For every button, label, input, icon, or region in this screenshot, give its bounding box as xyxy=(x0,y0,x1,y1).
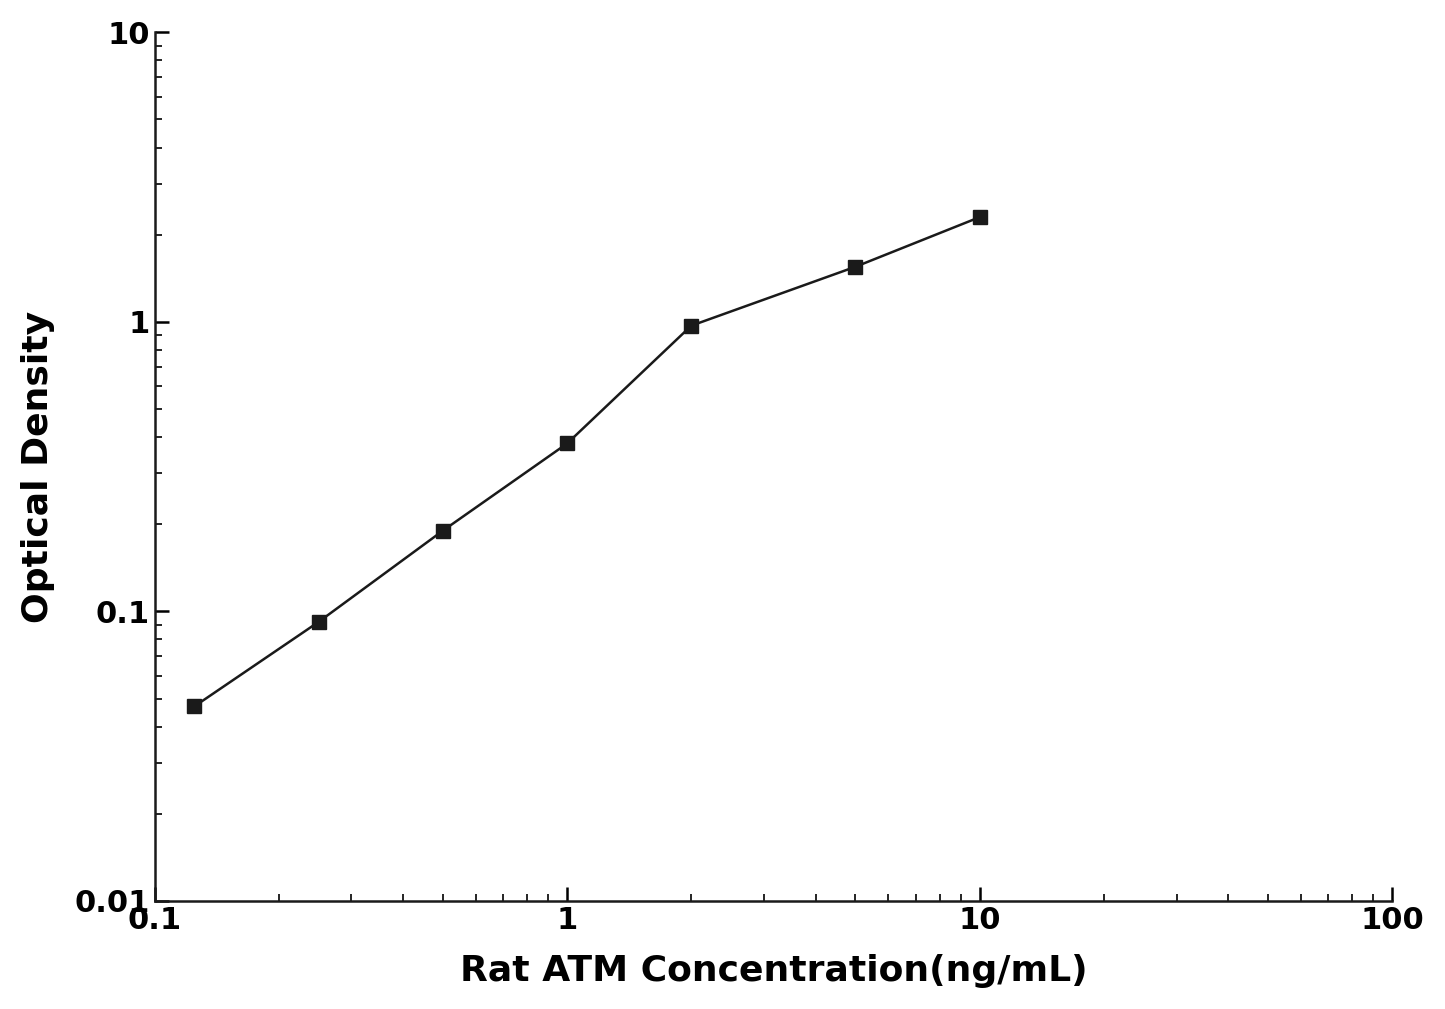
Y-axis label: Optical Density: Optical Density xyxy=(20,311,55,623)
X-axis label: Rat ATM Concentration(ng/mL): Rat ATM Concentration(ng/mL) xyxy=(460,955,1087,988)
